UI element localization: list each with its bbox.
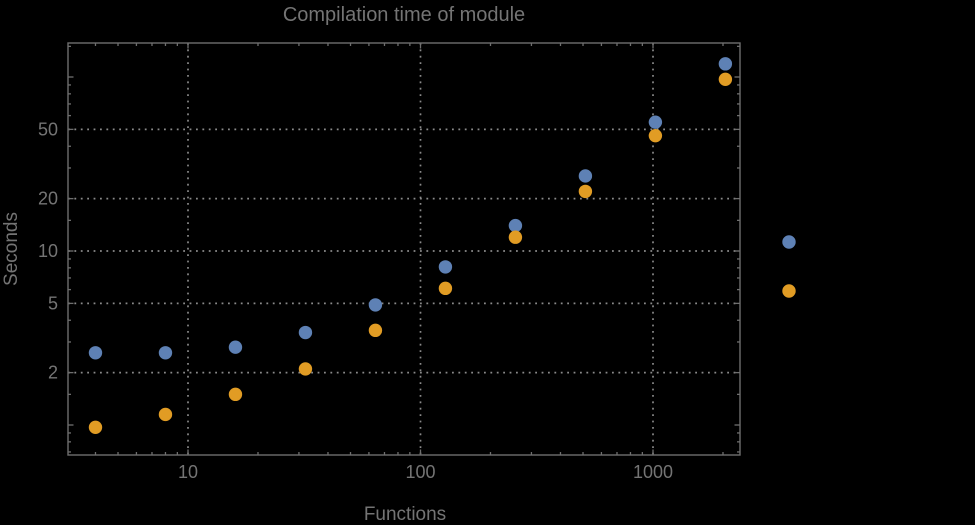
data-point-orange xyxy=(158,407,173,422)
x-tick-label: 10 xyxy=(178,462,198,482)
data-point-orange xyxy=(648,128,663,143)
y-tick-label: 20 xyxy=(38,189,58,209)
data-point-orange xyxy=(88,420,103,435)
plot-frame xyxy=(67,42,741,456)
x-tick-label: 1000 xyxy=(633,462,673,482)
data-point-blue xyxy=(718,57,733,71)
chart-title: Compilation time of module xyxy=(282,4,526,26)
data-point-blue xyxy=(508,218,523,233)
y-tick-label: 50 xyxy=(38,119,58,139)
data-point-blue xyxy=(88,346,103,360)
legend-marker-blue-series-marker xyxy=(782,235,796,249)
data-point-orange xyxy=(228,387,243,402)
data-point-blue xyxy=(228,340,243,354)
y-tick-label: 2 xyxy=(48,363,58,383)
data-point-orange xyxy=(298,362,313,376)
data-point-blue xyxy=(438,260,453,274)
data-point-orange xyxy=(718,72,733,87)
data-point-blue xyxy=(158,346,173,360)
data-point-blue xyxy=(648,115,663,129)
y-tick-label: 5 xyxy=(48,293,58,313)
data-point-orange xyxy=(438,281,453,296)
data-point-blue xyxy=(578,169,593,183)
y-axis-label: Seconds xyxy=(1,212,22,286)
y-tick-label: 10 xyxy=(38,241,58,261)
data-point-orange xyxy=(368,323,383,338)
data-point-orange xyxy=(578,184,593,199)
legend-marker-orange-series-marker xyxy=(782,284,796,298)
x-axis-label: Functions xyxy=(363,504,447,525)
data-point-blue xyxy=(368,298,383,312)
x-tick-label: 100 xyxy=(405,462,435,482)
data-point-orange xyxy=(508,230,523,244)
data-point-blue xyxy=(298,325,313,340)
